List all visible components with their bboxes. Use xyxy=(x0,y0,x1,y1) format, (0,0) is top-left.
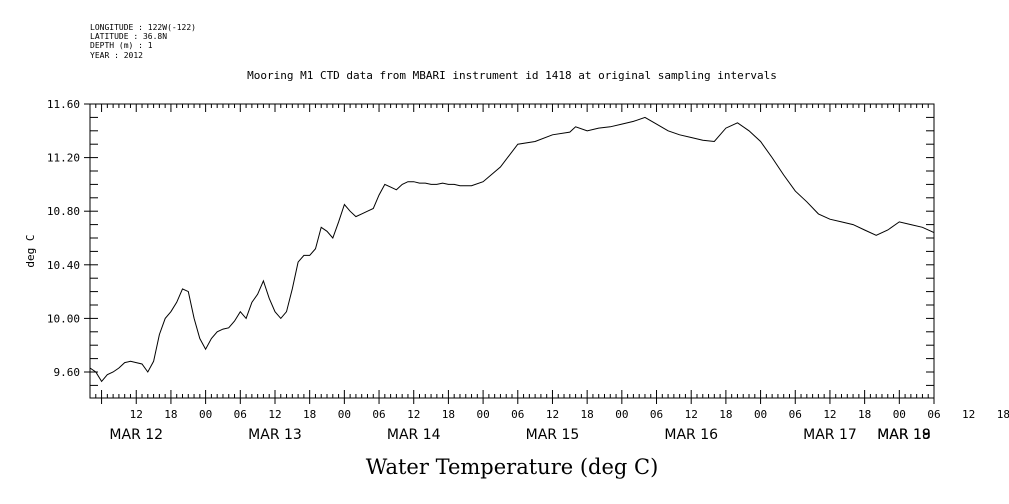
y-tick-label: 10.40 xyxy=(47,259,80,272)
longitude-label: LONGITUDE : 122W(-122) xyxy=(90,23,196,32)
x-tick-label: 12 xyxy=(268,408,281,421)
series-line xyxy=(89,116,935,383)
x-day-label: MAR 18 xyxy=(877,427,931,443)
x-tick-label: 18 xyxy=(442,408,455,421)
x-tick-label: 12 xyxy=(130,408,143,421)
x-tick-label: 12 xyxy=(546,408,559,421)
x-tick-label: 06 xyxy=(511,408,524,421)
latitude-label: LATITUDE : 36.8N xyxy=(90,32,167,41)
x-day-label: MAR 12 xyxy=(109,427,163,443)
y-tick-label: 11.60 xyxy=(47,98,80,111)
series-layer xyxy=(89,116,935,383)
y-tick-label: 10.80 xyxy=(47,205,80,218)
depth-label: DEPTH (m) : 1 xyxy=(90,41,153,50)
x-tick-label: 12 xyxy=(823,408,836,421)
x-tick-label: 18 xyxy=(303,408,316,421)
x-tick-label: 00 xyxy=(199,408,212,421)
x-day-label: MAR 19 xyxy=(877,427,931,443)
year-label: YEAR : 2012 xyxy=(90,51,143,60)
x-day-label: MAR 13 xyxy=(248,427,302,443)
x-tick-label: 00 xyxy=(615,408,628,421)
x-axis-label: Water Temperature (deg C) xyxy=(366,455,659,479)
x-tick-label: 00 xyxy=(338,408,351,421)
x-tick-label: 18 xyxy=(719,408,732,421)
x-day-label: MAR 16 xyxy=(664,427,718,443)
x-day-label: MAR 14 xyxy=(387,427,441,443)
x-tick-label: 12 xyxy=(962,408,975,421)
x-tick-label: 06 xyxy=(372,408,385,421)
axes: 9.60 10.00 10.40 10.80 11.20 11.60 12 18 00 06 12 1… xyxy=(47,98,1009,443)
x-day-label: MAR 15 xyxy=(526,427,580,443)
x-tick-label: 00 xyxy=(893,408,906,421)
x-tick-label: 06 xyxy=(789,408,802,421)
x-tick-label: 18 xyxy=(164,408,177,421)
x-day-label: MAR 17 xyxy=(803,427,857,443)
x-tick-label: 12 xyxy=(685,408,698,421)
x-tick-label: 18 xyxy=(997,408,1009,421)
chart-title: Mooring M1 CTD data from MBARI instrumen… xyxy=(247,69,777,82)
y-tick-label: 11.20 xyxy=(47,152,80,165)
plot-frame xyxy=(89,103,935,399)
x-tick-label: 12 xyxy=(407,408,420,421)
x-tick-label: 06 xyxy=(927,408,940,421)
x-tick-label: 00 xyxy=(754,408,767,421)
y-axis-label: deg C xyxy=(24,234,37,267)
x-tick-label: 18 xyxy=(858,408,871,421)
x-tick-label: 06 xyxy=(234,408,247,421)
y-tick-label: 9.60 xyxy=(54,366,81,379)
y-tick-label: 10.00 xyxy=(47,312,80,325)
x-tick-label: 18 xyxy=(581,408,594,421)
x-tick-label: 00 xyxy=(476,408,489,421)
x-tick-label: 06 xyxy=(650,408,663,421)
